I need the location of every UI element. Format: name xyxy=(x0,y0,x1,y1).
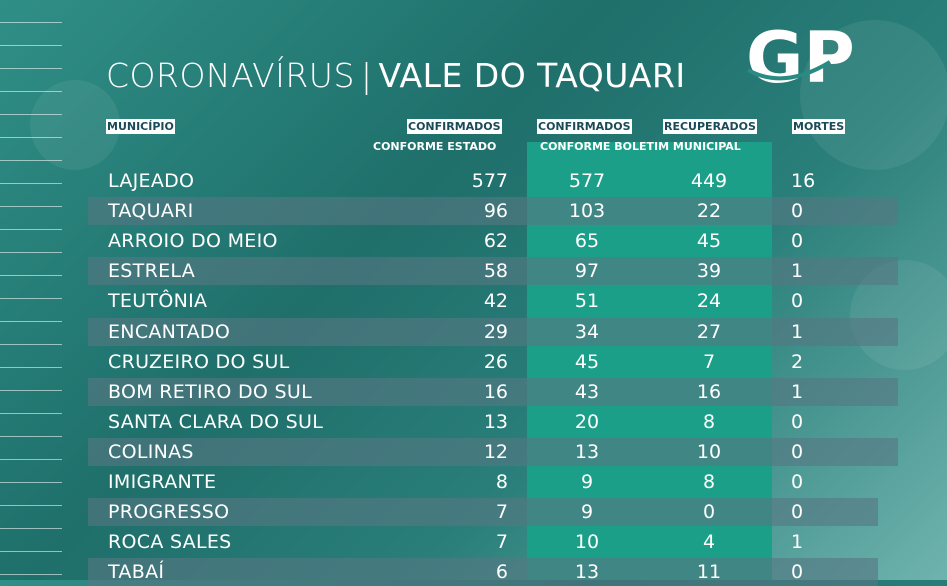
cell-estado: 7 xyxy=(495,501,508,524)
cell-mortes: 0 xyxy=(791,501,804,524)
cell-boletim: 97 xyxy=(574,260,600,283)
cell-recuperados: 10 xyxy=(696,440,722,463)
table-row: TEUTÔNIA 42 51 24 0 xyxy=(88,287,803,315)
table-row: ENCANTADO 29 34 27 1 xyxy=(88,317,898,346)
table-row: LAJEADO 577 577 449 16 xyxy=(88,167,815,195)
cell-municipio: TAQUARI xyxy=(108,200,194,223)
cell-municipio: SANTA CLARA DO SUL xyxy=(108,410,324,433)
page-title: CORONAVÍRUS | VALE DO TAQUARI xyxy=(106,56,686,95)
cell-municipio: CRUZEIRO DO SUL xyxy=(108,350,290,373)
table-row: PROGRESSO 7 9 0 0 xyxy=(88,498,878,527)
cell-mortes: 0 xyxy=(791,440,804,463)
cell-estado: 16 xyxy=(483,380,508,403)
cell-mortes: 2 xyxy=(791,350,804,373)
cell-boletim: 65 xyxy=(574,230,600,253)
cell-boletim: 45 xyxy=(574,350,600,373)
table-row: ARROIO DO MEIO 62 65 45 0 xyxy=(88,227,803,255)
table-row: ROCA SALES 7 10 4 1 xyxy=(88,528,803,556)
svg-text:GP: GP xyxy=(746,20,855,92)
table-row: SANTA CLARA DO SUL 13 20 8 0 xyxy=(88,408,803,436)
table-row: COLINAS 12 13 10 0 xyxy=(88,437,898,466)
header-municipio: MUNICÍPIO xyxy=(106,119,175,134)
cell-estado: 577 xyxy=(471,170,508,192)
cell-estado: 29 xyxy=(483,320,508,343)
virus-decoration-icon xyxy=(800,20,947,170)
gp-logo: GP xyxy=(746,20,855,92)
cell-recuperados: 449 xyxy=(690,170,728,192)
cell-mortes: 0 xyxy=(791,200,804,223)
cell-municipio: TABAÍ xyxy=(108,561,165,584)
cell-mortes: 1 xyxy=(791,260,804,283)
cell-estado: 6 xyxy=(495,561,508,584)
cell-recuperados: 8 xyxy=(702,410,716,433)
cell-recuperados: 0 xyxy=(702,501,716,524)
cell-mortes: 0 xyxy=(791,230,804,253)
cell-municipio: ARROIO DO MEIO xyxy=(108,230,278,253)
cell-mortes: 1 xyxy=(791,380,804,403)
cell-boletim: 51 xyxy=(574,290,600,313)
cell-municipio: IMIGRANTE xyxy=(108,471,217,493)
cell-recuperados: 4 xyxy=(702,531,716,554)
cell-recuperados: 39 xyxy=(696,260,722,283)
cell-boletim: 577 xyxy=(568,170,606,192)
cell-recuperados: 16 xyxy=(696,380,722,403)
cell-boletim: 43 xyxy=(574,380,600,403)
header-conforme-boletim: CONFORME BOLETIM MUNICIPAL xyxy=(540,140,741,153)
cell-mortes: 0 xyxy=(791,410,804,433)
cell-estado: 13 xyxy=(483,410,508,433)
header-mortes: MORTES xyxy=(792,119,846,134)
cell-boletim: 13 xyxy=(574,440,600,463)
cell-municipio: BOM RETIRO DO SUL xyxy=(108,380,312,403)
cell-estado: 96 xyxy=(483,200,508,223)
table-row: TAQUARI 96 103 22 0 xyxy=(88,197,898,226)
header-confirmados-estado: CONFIRMADOS xyxy=(407,119,502,134)
cell-mortes: 0 xyxy=(791,561,804,584)
cell-boletim: 10 xyxy=(574,531,600,554)
cell-recuperados: 7 xyxy=(702,350,716,373)
cell-recuperados: 22 xyxy=(696,200,722,223)
cell-recuperados: 24 xyxy=(696,290,722,313)
cell-estado: 7 xyxy=(495,531,508,554)
header-recuperados: RECUPERADOS xyxy=(663,119,757,134)
table-row: IMIGRANTE 8 9 8 0 xyxy=(88,468,803,496)
cell-municipio: TEUTÔNIA xyxy=(108,290,208,313)
cell-estado: 8 xyxy=(495,471,508,493)
cell-recuperados: 8 xyxy=(702,471,716,493)
cell-boletim: 13 xyxy=(574,561,600,584)
cell-boletim: 103 xyxy=(568,200,606,223)
cell-estado: 12 xyxy=(483,440,508,463)
cell-municipio: COLINAS xyxy=(108,440,194,463)
header-confirmados-boletim: CONFIRMADOS xyxy=(537,119,632,134)
cell-boletim: 9 xyxy=(580,471,594,493)
cell-mortes: 1 xyxy=(791,320,804,343)
cell-mortes: 16 xyxy=(791,170,816,192)
cell-boletim: 34 xyxy=(574,320,600,343)
table-row: CRUZEIRO DO SUL 26 45 7 2 xyxy=(88,348,803,376)
cell-estado: 62 xyxy=(483,230,508,253)
cell-estado: 58 xyxy=(483,260,508,283)
cell-mortes: 0 xyxy=(791,290,804,313)
cell-municipio: ESTRELA xyxy=(108,260,195,283)
cell-mortes: 1 xyxy=(791,531,804,554)
cell-boletim: 9 xyxy=(580,501,594,524)
cell-boletim: 20 xyxy=(574,410,600,433)
cell-mortes: 0 xyxy=(791,471,804,493)
cell-recuperados: 27 xyxy=(696,320,722,343)
left-stripe-decoration xyxy=(0,0,62,580)
cell-estado: 42 xyxy=(483,290,508,313)
header-conforme-estado: CONFORME ESTADO xyxy=(373,140,497,153)
cell-municipio: PROGRESSO xyxy=(108,501,230,524)
virus-decoration-icon xyxy=(30,80,120,170)
cell-municipio: ROCA SALES xyxy=(108,531,232,554)
cell-recuperados: 45 xyxy=(696,230,722,253)
cell-estado: 26 xyxy=(483,350,508,373)
cell-municipio: ENCANTADO xyxy=(108,320,231,343)
table-row: TABAÍ 6 13 11 0 xyxy=(88,558,878,586)
cell-recuperados: 11 xyxy=(696,561,722,584)
table-row: BOM RETIRO DO SUL 16 43 16 1 xyxy=(88,377,898,406)
table-row: ESTRELA 58 97 39 1 xyxy=(88,257,898,286)
cell-municipio: LAJEADO xyxy=(108,170,195,192)
